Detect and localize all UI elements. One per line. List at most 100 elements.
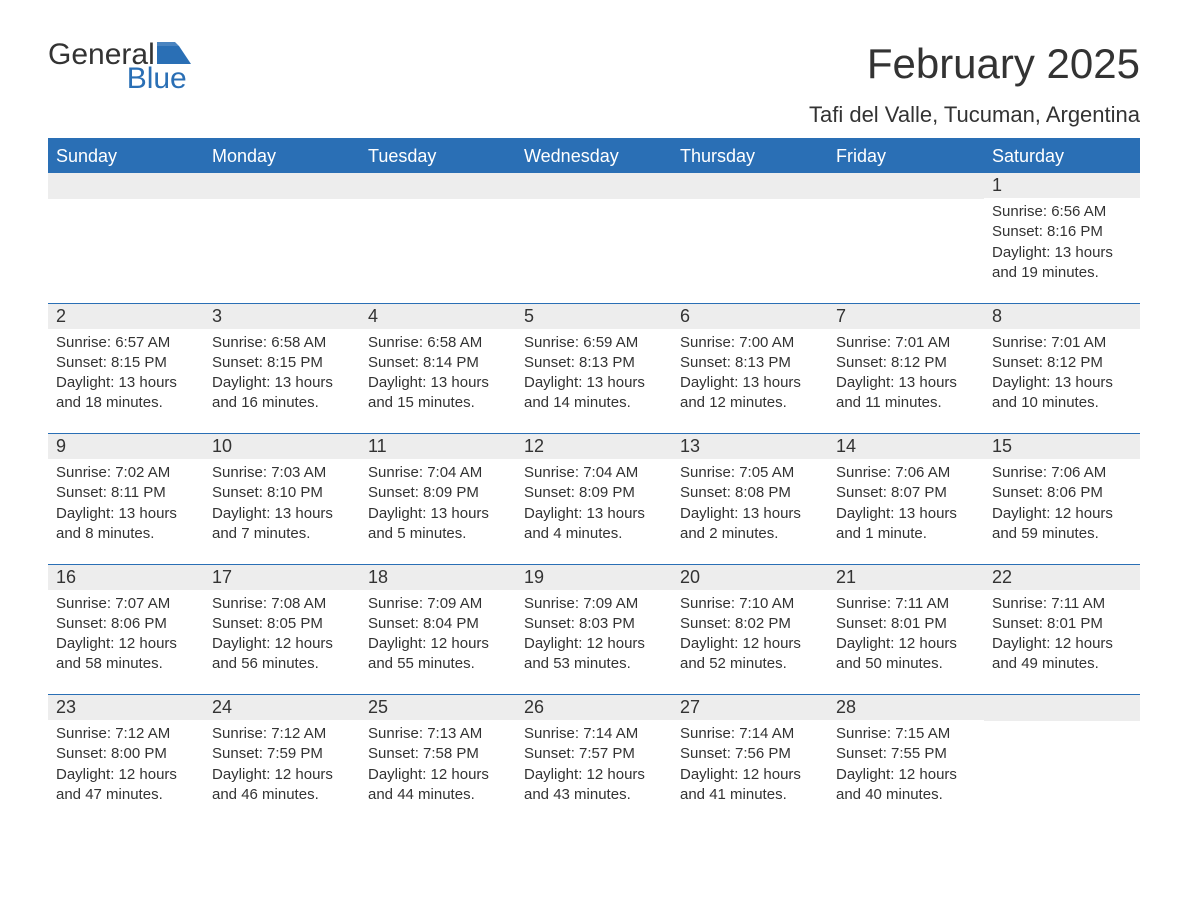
day-header: Thursday: [672, 140, 828, 173]
sunset-text: Sunset: 8:15 PM: [212, 353, 352, 373]
sunrise-text: Sunrise: 6:59 AM: [524, 333, 664, 353]
day-number: [360, 173, 516, 199]
calendar-cell: 11Sunrise: 7:04 AMSunset: 8:09 PMDayligh…: [360, 434, 516, 564]
sunset-text: Sunset: 8:12 PM: [992, 353, 1132, 373]
sunset-text: Sunset: 8:06 PM: [56, 614, 196, 634]
sunset-text: Sunset: 8:06 PM: [992, 483, 1132, 503]
daylight-text: Daylight: 13 hours and 12 minutes.: [680, 373, 820, 414]
day-details: Sunrise: 7:03 AMSunset: 8:10 PMDaylight:…: [204, 459, 360, 554]
sunset-text: Sunset: 8:10 PM: [212, 483, 352, 503]
sunrise-text: Sunrise: 7:04 AM: [368, 463, 508, 483]
calendar-cell: 18Sunrise: 7:09 AMSunset: 8:04 PMDayligh…: [360, 565, 516, 695]
day-number: 28: [828, 695, 984, 720]
calendar-cell: 8Sunrise: 7:01 AMSunset: 8:12 PMDaylight…: [984, 304, 1140, 434]
calendar-table: SundayMondayTuesdayWednesdayThursdayFrid…: [48, 140, 1140, 825]
day-number: 25: [360, 695, 516, 720]
day-number: 21: [828, 565, 984, 590]
day-header: Saturday: [984, 140, 1140, 173]
calendar-cell: 23Sunrise: 7:12 AMSunset: 8:00 PMDayligh…: [48, 695, 204, 825]
day-details: Sunrise: 7:06 AMSunset: 8:06 PMDaylight:…: [984, 459, 1140, 554]
calendar-cell: 26Sunrise: 7:14 AMSunset: 7:57 PMDayligh…: [516, 695, 672, 825]
day-number: 11: [360, 434, 516, 459]
daylight-text: Daylight: 13 hours and 1 minute.: [836, 504, 976, 545]
sunrise-text: Sunrise: 7:14 AM: [524, 724, 664, 744]
sunset-text: Sunset: 8:15 PM: [56, 353, 196, 373]
calendar-cell: 5Sunrise: 6:59 AMSunset: 8:13 PMDaylight…: [516, 304, 672, 434]
daylight-text: Daylight: 13 hours and 10 minutes.: [992, 373, 1132, 414]
sunset-text: Sunset: 8:09 PM: [368, 483, 508, 503]
calendar-cell: 25Sunrise: 7:13 AMSunset: 7:58 PMDayligh…: [360, 695, 516, 825]
sunset-text: Sunset: 7:55 PM: [836, 744, 976, 764]
sunset-text: Sunset: 8:14 PM: [368, 353, 508, 373]
calendar-week: 2Sunrise: 6:57 AMSunset: 8:15 PMDaylight…: [48, 304, 1140, 434]
sunset-text: Sunset: 7:58 PM: [368, 744, 508, 764]
sunrise-text: Sunrise: 6:58 AM: [212, 333, 352, 353]
day-details: Sunrise: 7:02 AMSunset: 8:11 PMDaylight:…: [48, 459, 204, 554]
sunrise-text: Sunrise: 7:00 AM: [680, 333, 820, 353]
calendar-cell: 12Sunrise: 7:04 AMSunset: 8:09 PMDayligh…: [516, 434, 672, 564]
day-number: 14: [828, 434, 984, 459]
sunrise-text: Sunrise: 7:11 AM: [836, 594, 976, 614]
sunrise-text: Sunrise: 7:14 AM: [680, 724, 820, 744]
day-number: 13: [672, 434, 828, 459]
sunrise-text: Sunrise: 6:56 AM: [992, 202, 1132, 222]
day-details: Sunrise: 7:04 AMSunset: 8:09 PMDaylight:…: [360, 459, 516, 554]
calendar-cell: 20Sunrise: 7:10 AMSunset: 8:02 PMDayligh…: [672, 565, 828, 695]
day-header-row: SundayMondayTuesdayWednesdayThursdayFrid…: [48, 140, 1140, 173]
day-number: [984, 695, 1140, 721]
day-header: Friday: [828, 140, 984, 173]
daylight-text: Daylight: 12 hours and 53 minutes.: [524, 634, 664, 675]
sunset-text: Sunset: 7:56 PM: [680, 744, 820, 764]
daylight-text: Daylight: 12 hours and 49 minutes.: [992, 634, 1132, 675]
daylight-text: Daylight: 13 hours and 5 minutes.: [368, 504, 508, 545]
header: General Blue February 2025: [48, 40, 1140, 94]
day-number: 10: [204, 434, 360, 459]
sunset-text: Sunset: 8:07 PM: [836, 483, 976, 503]
calendar-cell: 28Sunrise: 7:15 AMSunset: 7:55 PMDayligh…: [828, 695, 984, 825]
day-number: 9: [48, 434, 204, 459]
day-header: Sunday: [48, 140, 204, 173]
sunrise-text: Sunrise: 7:12 AM: [212, 724, 352, 744]
day-number: [672, 173, 828, 199]
day-details: Sunrise: 7:07 AMSunset: 8:06 PMDaylight:…: [48, 590, 204, 685]
daylight-text: Daylight: 13 hours and 8 minutes.: [56, 504, 196, 545]
logo-text-b: Blue: [48, 64, 191, 94]
calendar-cell: 15Sunrise: 7:06 AMSunset: 8:06 PMDayligh…: [984, 434, 1140, 564]
calendar-cell: [204, 173, 360, 303]
sunset-text: Sunset: 8:09 PM: [524, 483, 664, 503]
sunrise-text: Sunrise: 7:01 AM: [836, 333, 976, 353]
sunrise-text: Sunrise: 7:05 AM: [680, 463, 820, 483]
sunset-text: Sunset: 7:57 PM: [524, 744, 664, 764]
daylight-text: Daylight: 12 hours and 41 minutes.: [680, 765, 820, 806]
calendar-cell: 24Sunrise: 7:12 AMSunset: 7:59 PMDayligh…: [204, 695, 360, 825]
calendar-week: 23Sunrise: 7:12 AMSunset: 8:00 PMDayligh…: [48, 695, 1140, 825]
sunset-text: Sunset: 8:03 PM: [524, 614, 664, 634]
day-number: [48, 173, 204, 199]
sunrise-text: Sunrise: 7:11 AM: [992, 594, 1132, 614]
sunset-text: Sunset: 8:13 PM: [524, 353, 664, 373]
sunset-text: Sunset: 8:12 PM: [836, 353, 976, 373]
day-details: Sunrise: 7:10 AMSunset: 8:02 PMDaylight:…: [672, 590, 828, 685]
sunset-text: Sunset: 8:11 PM: [56, 483, 196, 503]
daylight-text: Daylight: 13 hours and 7 minutes.: [212, 504, 352, 545]
day-details: Sunrise: 6:58 AMSunset: 8:15 PMDaylight:…: [204, 329, 360, 424]
day-number: 27: [672, 695, 828, 720]
sunrise-text: Sunrise: 7:07 AM: [56, 594, 196, 614]
daylight-text: Daylight: 12 hours and 44 minutes.: [368, 765, 508, 806]
day-header: Monday: [204, 140, 360, 173]
calendar-cell: [672, 173, 828, 303]
sunrise-text: Sunrise: 7:09 AM: [368, 594, 508, 614]
calendar-cell: 16Sunrise: 7:07 AMSunset: 8:06 PMDayligh…: [48, 565, 204, 695]
daylight-text: Daylight: 12 hours and 50 minutes.: [836, 634, 976, 675]
calendar-cell: 17Sunrise: 7:08 AMSunset: 8:05 PMDayligh…: [204, 565, 360, 695]
day-number: 6: [672, 304, 828, 329]
day-header: Wednesday: [516, 140, 672, 173]
calendar-cell: [360, 173, 516, 303]
day-details: Sunrise: 6:58 AMSunset: 8:14 PMDaylight:…: [360, 329, 516, 424]
calendar-cell: 21Sunrise: 7:11 AMSunset: 8:01 PMDayligh…: [828, 565, 984, 695]
day-details: Sunrise: 7:06 AMSunset: 8:07 PMDaylight:…: [828, 459, 984, 554]
day-number: [204, 173, 360, 199]
sunrise-text: Sunrise: 7:02 AM: [56, 463, 196, 483]
calendar-cell: 7Sunrise: 7:01 AMSunset: 8:12 PMDaylight…: [828, 304, 984, 434]
day-number: 22: [984, 565, 1140, 590]
